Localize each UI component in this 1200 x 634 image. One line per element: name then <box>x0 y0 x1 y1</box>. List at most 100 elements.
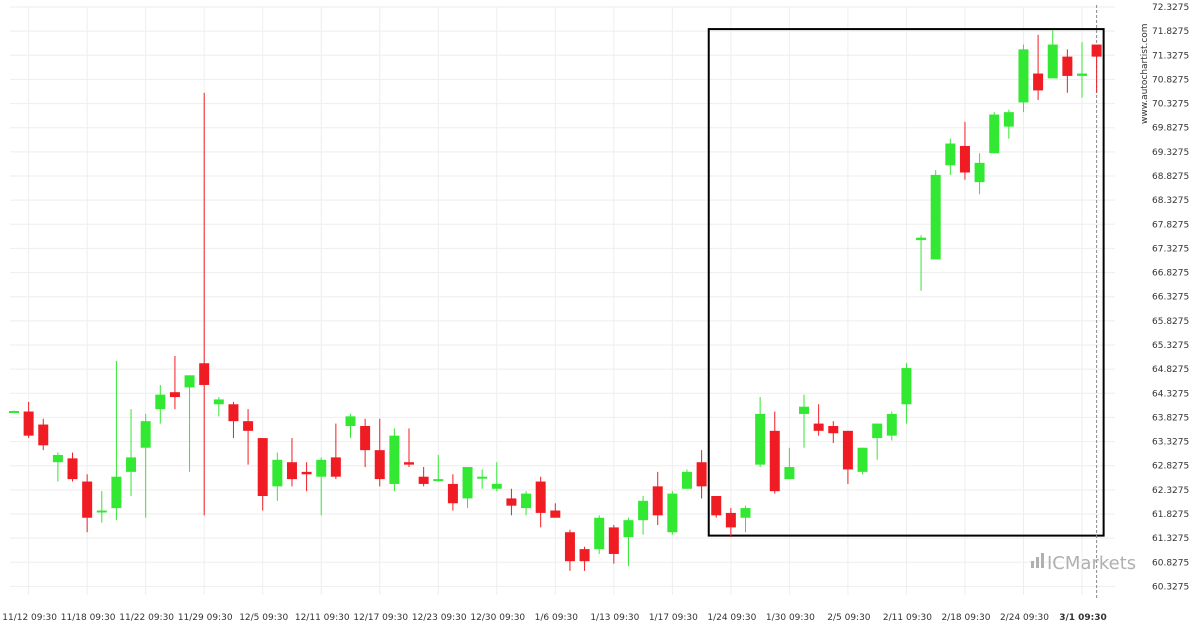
y-tick-label: 60.3275 <box>1152 582 1189 592</box>
watermark-text: www.autochartist.com <box>1140 23 1150 124</box>
candle-body <box>140 421 151 448</box>
x-tick-label: 12/5 09:30 <box>239 613 288 623</box>
x-tick-label: 1/30 09:30 <box>766 613 815 623</box>
candle-body <box>374 450 385 480</box>
candle-body <box>623 520 634 538</box>
x-tick-label: 2/5 09:30 <box>827 613 871 623</box>
candle-body <box>184 375 195 388</box>
candle-body <box>257 438 268 497</box>
candle-body <box>638 500 649 521</box>
candle-body <box>564 532 575 562</box>
brand-logo: ICMarkets <box>1031 553 1136 574</box>
grid <box>10 6 1115 595</box>
y-tick-label: 69.3275 <box>1152 148 1189 158</box>
y-axis-labels: 72.3275 71.8275 71.3275 70.8275 70.3275 69.82… <box>1152 3 1189 592</box>
candle-body <box>491 483 502 489</box>
y-tick-label: 70.8275 <box>1152 75 1189 85</box>
x-tick-label: 2/18 09:30 <box>941 613 990 623</box>
y-tick-label: 63.3275 <box>1152 438 1189 448</box>
candle-body <box>857 447 868 472</box>
candle-body <box>404 462 415 465</box>
candle-body <box>872 423 883 439</box>
candle-body <box>345 416 356 426</box>
candle-body <box>96 510 107 513</box>
candle-body <box>67 458 78 480</box>
candle-body <box>1076 73 1087 76</box>
candle-body <box>828 425 839 434</box>
x-tick-label: 12/30 09:30 <box>470 613 525 623</box>
x-tick-label: 3/1 09:30 <box>1059 613 1107 623</box>
candle-body <box>916 237 927 241</box>
y-tick-label: 61.8275 <box>1152 510 1189 520</box>
x-tick-label: 12/23 09:30 <box>412 613 467 623</box>
candle-body <box>9 411 19 414</box>
candle-body <box>901 368 912 405</box>
y-tick-label: 67.3275 <box>1152 244 1189 254</box>
y-tick-label: 68.3275 <box>1152 196 1189 206</box>
candle-body <box>272 459 283 487</box>
candle-body <box>301 471 312 475</box>
x-tick-label: 11/29 09:30 <box>178 613 233 623</box>
candle-body <box>52 454 63 463</box>
candle-body <box>696 462 707 487</box>
brand-suffix: Markets <box>1065 553 1136 574</box>
candle-body <box>389 435 400 484</box>
x-axis-labels: 11/12 09:30 11/18 09:30 11/22 09:30 11/29 0… <box>2 613 1107 623</box>
y-tick-label: 60.8275 <box>1152 558 1189 568</box>
pattern-box <box>707 5 1105 598</box>
candle-body <box>711 496 722 516</box>
candle-body <box>506 498 517 506</box>
candle-body <box>1047 44 1058 79</box>
y-tick-label: 66.8275 <box>1152 269 1189 279</box>
x-tick-label: 11/18 09:30 <box>61 613 116 623</box>
candle-body <box>330 457 341 477</box>
candle-body <box>1033 73 1044 91</box>
candle-body <box>213 399 224 405</box>
candle-body <box>1018 49 1029 103</box>
candle-body <box>1003 112 1014 127</box>
candle-body <box>199 363 210 385</box>
y-tick-label: 71.8275 <box>1152 27 1189 37</box>
candle-body <box>959 145 970 173</box>
y-tick-label: 66.3275 <box>1152 293 1189 303</box>
svg-text:ICMarkets: ICMarkets <box>1047 553 1136 574</box>
candle-body <box>550 510 561 518</box>
candle-body <box>433 479 444 482</box>
brand-prefix: IC <box>1047 553 1065 574</box>
x-tick-label: 1/17 09:30 <box>649 613 698 623</box>
candle-body <box>169 392 180 398</box>
x-tick-label: 1/6 09:30 <box>535 613 579 623</box>
candle-body <box>447 483 458 504</box>
y-tick-label: 62.8275 <box>1152 462 1189 472</box>
y-tick-label: 68.8275 <box>1152 172 1189 182</box>
brand-icon <box>1031 553 1044 568</box>
y-tick-label: 65.3275 <box>1152 341 1189 351</box>
y-tick-label: 62.3275 <box>1152 486 1189 496</box>
candle-body <box>243 421 254 431</box>
x-tick-label: 1/13 09:30 <box>590 613 639 623</box>
x-tick-label: 1/24 09:30 <box>707 613 756 623</box>
x-tick-label: 2/24 09:30 <box>1000 613 1049 623</box>
candle-body <box>842 430 853 470</box>
candle-body <box>82 481 93 518</box>
y-tick-label: 64.3275 <box>1152 389 1189 399</box>
candle-body <box>535 481 546 513</box>
candle-body <box>477 476 488 479</box>
candle-body <box>740 508 751 518</box>
candle-body <box>360 425 371 451</box>
candle-body <box>681 471 692 489</box>
candle-body <box>23 411 34 436</box>
y-tick-label: 61.3275 <box>1152 534 1189 544</box>
candle-body <box>579 549 590 562</box>
candle-body <box>945 143 956 166</box>
candle-body <box>989 114 1000 154</box>
x-tick-label: 11/12 09:30 <box>2 613 57 623</box>
x-tick-label: 2/11 09:30 <box>883 613 932 623</box>
y-tick-label: 69.8275 <box>1152 124 1189 134</box>
candle-body <box>111 476 122 509</box>
candle-body <box>521 493 532 509</box>
candle-body <box>38 424 49 446</box>
candle-body <box>974 162 985 183</box>
